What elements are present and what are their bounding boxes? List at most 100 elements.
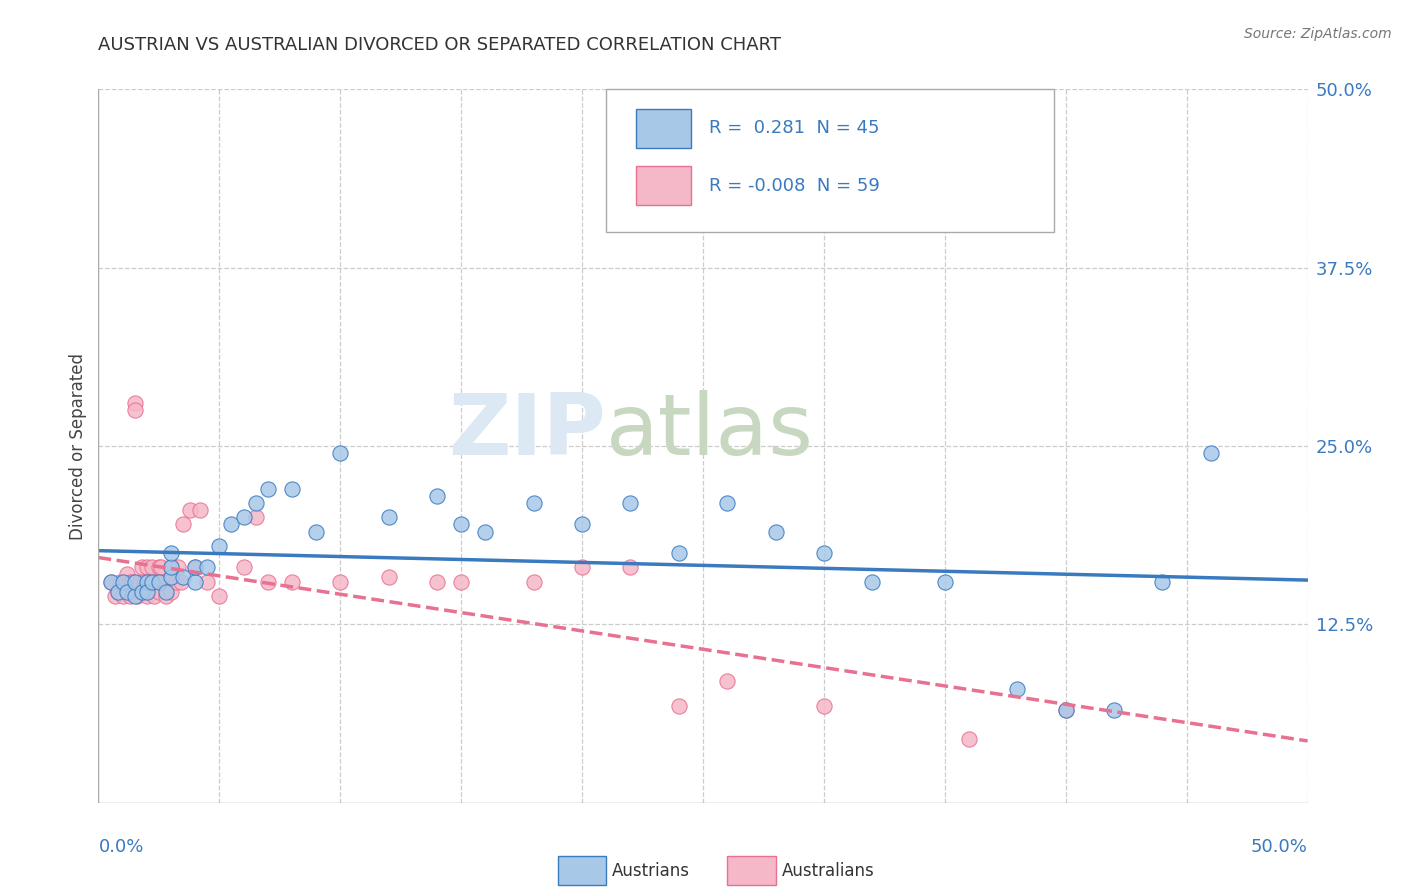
Point bbox=[141, 560, 163, 574]
Point bbox=[281, 482, 304, 496]
Point bbox=[111, 574, 134, 589]
Point bbox=[165, 574, 187, 589]
Point bbox=[184, 560, 207, 574]
Text: Austrians: Austrians bbox=[613, 862, 690, 880]
Point bbox=[148, 560, 170, 574]
Point bbox=[169, 574, 191, 589]
Point bbox=[135, 560, 157, 574]
Point bbox=[117, 584, 139, 599]
Point bbox=[107, 584, 129, 599]
Point bbox=[716, 674, 738, 689]
Point bbox=[172, 570, 194, 584]
FancyBboxPatch shape bbox=[558, 856, 606, 885]
Point bbox=[184, 574, 207, 589]
Point bbox=[232, 560, 254, 574]
Point bbox=[179, 503, 201, 517]
Text: atlas: atlas bbox=[606, 390, 814, 474]
Point bbox=[121, 574, 143, 589]
Point bbox=[256, 574, 278, 589]
Point bbox=[124, 574, 146, 589]
Point bbox=[134, 574, 156, 589]
Point bbox=[108, 574, 131, 589]
Point bbox=[143, 589, 166, 603]
Point bbox=[141, 574, 163, 589]
Point bbox=[135, 584, 157, 599]
Point bbox=[155, 584, 177, 599]
Point bbox=[188, 503, 211, 517]
Point bbox=[256, 482, 278, 496]
Point bbox=[1199, 446, 1222, 460]
Point bbox=[208, 589, 231, 603]
Point bbox=[208, 539, 231, 553]
Point bbox=[150, 560, 173, 574]
Point bbox=[100, 574, 122, 589]
Point bbox=[141, 574, 163, 589]
Point bbox=[934, 574, 956, 589]
Point bbox=[377, 510, 399, 524]
Point bbox=[157, 574, 180, 589]
Point bbox=[160, 570, 183, 584]
Point bbox=[160, 560, 183, 574]
Point bbox=[131, 560, 153, 574]
Point bbox=[245, 510, 267, 524]
FancyBboxPatch shape bbox=[727, 856, 776, 885]
Point bbox=[107, 584, 129, 599]
Point bbox=[160, 546, 183, 560]
Point bbox=[619, 496, 641, 510]
Point bbox=[145, 574, 167, 589]
Point bbox=[124, 396, 146, 410]
Point bbox=[135, 574, 157, 589]
Text: AUSTRIAN VS AUSTRALIAN DIVORCED OR SEPARATED CORRELATION CHART: AUSTRIAN VS AUSTRALIAN DIVORCED OR SEPAR… bbox=[98, 36, 782, 54]
Point bbox=[813, 698, 835, 713]
Point bbox=[1102, 703, 1125, 717]
Point bbox=[619, 560, 641, 574]
Text: Source: ZipAtlas.com: Source: ZipAtlas.com bbox=[1244, 27, 1392, 41]
Text: 0.0%: 0.0% bbox=[98, 838, 143, 856]
Point bbox=[232, 510, 254, 524]
Point bbox=[111, 574, 134, 589]
Point bbox=[245, 496, 267, 510]
Point bbox=[124, 589, 146, 603]
Point bbox=[160, 560, 183, 574]
Point bbox=[523, 496, 546, 510]
Point bbox=[155, 589, 177, 603]
Point bbox=[131, 584, 153, 599]
Point bbox=[668, 546, 690, 560]
Point bbox=[195, 560, 218, 574]
Point bbox=[329, 446, 352, 460]
FancyBboxPatch shape bbox=[606, 89, 1053, 232]
Point bbox=[148, 574, 170, 589]
Point bbox=[124, 403, 146, 417]
Text: R =  0.281  N = 45: R = 0.281 N = 45 bbox=[709, 120, 880, 137]
FancyBboxPatch shape bbox=[637, 166, 690, 205]
Point bbox=[571, 560, 593, 574]
Point bbox=[860, 574, 883, 589]
Point bbox=[148, 584, 170, 599]
Point bbox=[1054, 703, 1077, 717]
Point bbox=[305, 524, 328, 539]
Point bbox=[172, 517, 194, 532]
Point bbox=[329, 574, 352, 589]
Point bbox=[1152, 574, 1174, 589]
Point bbox=[281, 574, 304, 589]
Text: Australians: Australians bbox=[782, 862, 875, 880]
Point bbox=[167, 560, 190, 574]
FancyBboxPatch shape bbox=[637, 109, 690, 148]
Point bbox=[474, 524, 496, 539]
Point bbox=[813, 546, 835, 560]
Point bbox=[128, 574, 150, 589]
Text: 50.0%: 50.0% bbox=[1251, 838, 1308, 856]
Point bbox=[135, 589, 157, 603]
Text: ZIP: ZIP bbox=[449, 390, 606, 474]
Point bbox=[100, 574, 122, 589]
Point bbox=[117, 584, 139, 599]
Point bbox=[135, 574, 157, 589]
Point bbox=[377, 570, 399, 584]
Point bbox=[1054, 703, 1077, 717]
Point bbox=[523, 574, 546, 589]
Point bbox=[111, 589, 134, 603]
Point bbox=[184, 560, 207, 574]
Point bbox=[571, 517, 593, 532]
Point bbox=[124, 574, 146, 589]
Point bbox=[221, 517, 243, 532]
